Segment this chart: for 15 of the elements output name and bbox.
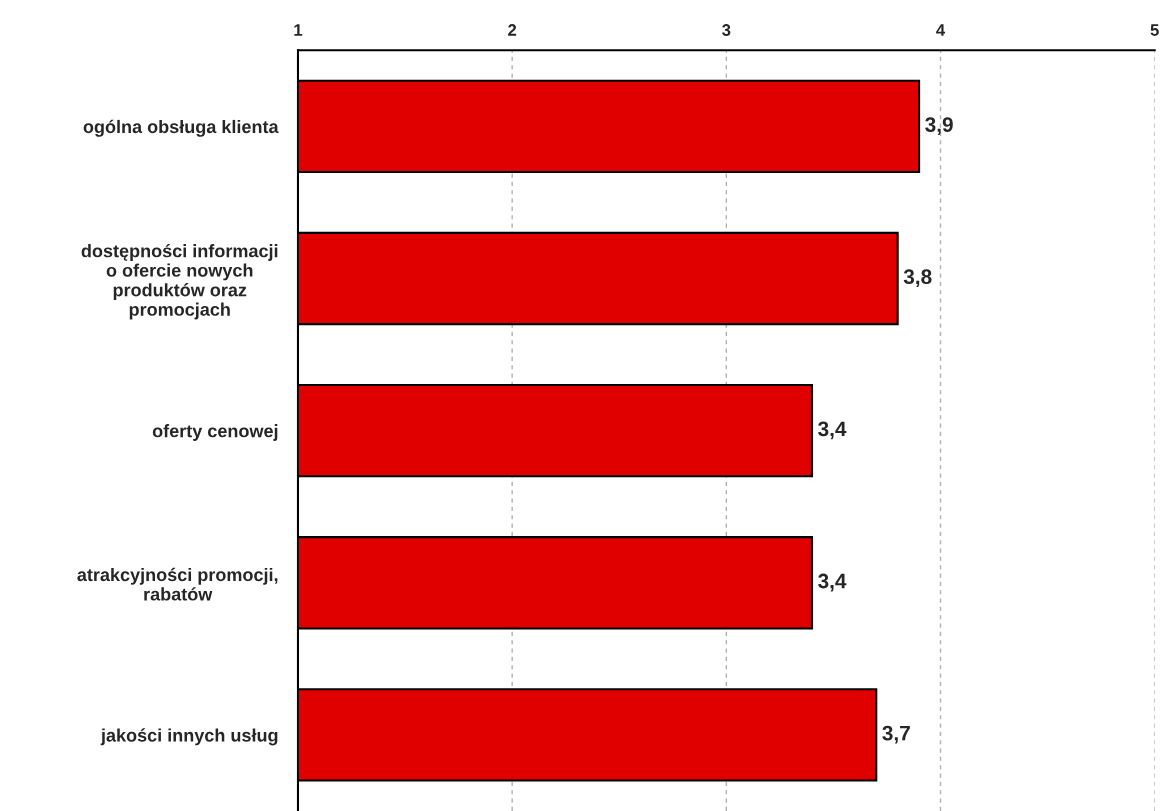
- x-tick-label: 1: [294, 24, 303, 36]
- data-label: 3,8: [903, 269, 932, 288]
- x-tick-label: 4: [936, 24, 946, 36]
- y-tick-label: atrakcyjności promocji, rabatów: [77, 567, 278, 601]
- data-label: 3,4: [818, 421, 847, 440]
- data-label: 3,9: [925, 117, 953, 135]
- y-tick-label: dostępności informacji o ofercie nowych produktów oraz promocjach: [81, 243, 278, 320]
- x-tick-label: 5: [1150, 24, 1159, 36]
- x-tick-label: 3: [722, 24, 731, 36]
- data-label: 3,4: [818, 573, 847, 592]
- x-tick-label: 2: [508, 24, 517, 36]
- y-tick-label: jakości innych usług: [100, 728, 278, 746]
- y-tick-label: ogólna obsługa klienta: [83, 119, 279, 137]
- data-label: 3,7: [882, 725, 910, 744]
- y-tick-label: oferty cenowej: [152, 424, 278, 441]
